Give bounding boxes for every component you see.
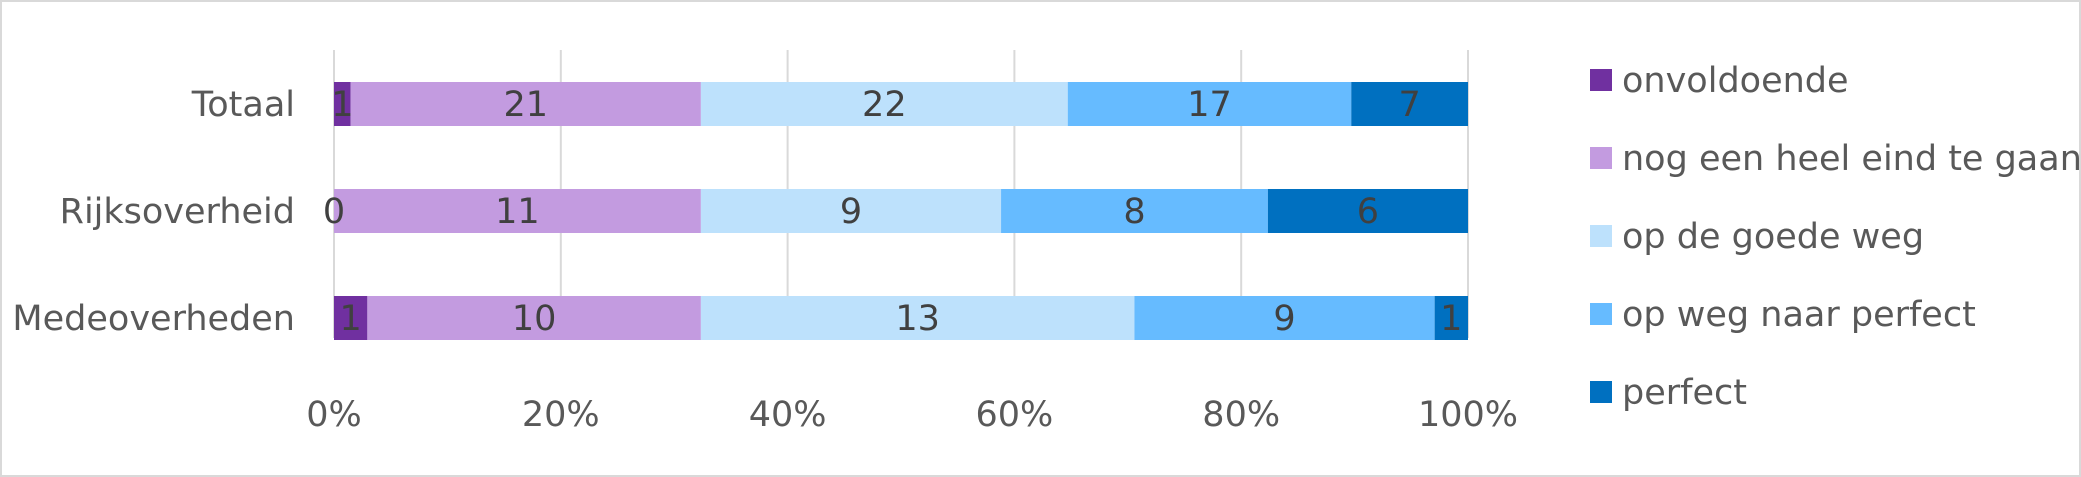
x-tick-label: 80% — [1202, 395, 1280, 435]
data-label: 7 — [1398, 85, 1420, 125]
legend-swatch — [1590, 225, 1612, 247]
legend-label: nog een heel eind te gaan — [1622, 139, 2081, 179]
bar-segment — [350, 82, 701, 126]
x-tick-label: 0% — [306, 395, 362, 435]
bar-segment — [1267, 189, 1468, 233]
bar-segment — [700, 296, 1135, 340]
bar-segment — [1134, 296, 1435, 340]
legend-swatch — [1590, 69, 1612, 91]
data-label: 11 — [495, 192, 540, 232]
data-label: 9 — [1273, 299, 1295, 339]
data-label: 1 — [340, 299, 362, 339]
category-labels: Totaal Rijksoverheid Medeoverheden — [12, 85, 295, 339]
bar-segment — [700, 189, 1002, 233]
bar-segment — [334, 296, 368, 340]
legend-swatch — [1590, 147, 1612, 169]
legend-label: op weg naar perfect — [1622, 295, 1976, 335]
data-label: 17 — [1187, 85, 1232, 125]
data-label: 9 — [840, 192, 862, 232]
category-label: Totaal — [191, 85, 295, 125]
legend-label: onvoldoende — [1622, 61, 1849, 101]
bar-segment — [1351, 82, 1468, 126]
data-labels: 1 21 22 17 7 0 11 9 8 6 1 10 13 9 1 — [323, 85, 1463, 339]
data-label: 10 — [512, 299, 557, 339]
bar-segment — [1434, 296, 1468, 340]
category-label: Rijksoverheid — [60, 192, 295, 232]
data-label: 1 — [1440, 299, 1462, 339]
bar-segment — [1067, 82, 1352, 126]
data-label: 21 — [504, 85, 549, 125]
bar-segment — [700, 82, 1068, 126]
bar-segment — [334, 82, 351, 126]
x-tick-label: 40% — [749, 395, 827, 435]
bar-segment — [367, 296, 701, 340]
data-label: 8 — [1123, 192, 1145, 232]
bar-segment — [1001, 189, 1268, 233]
data-label: 22 — [862, 85, 907, 125]
category-label: Medeoverheden — [12, 299, 295, 339]
data-label: 0 — [323, 192, 345, 232]
bars — [334, 82, 1468, 340]
legend: onvoldoende nog een heel eind te gaan op d… — [1590, 61, 2081, 413]
data-label: 1 — [331, 85, 353, 125]
legend-label: op de goede weg — [1622, 217, 1924, 257]
x-axis-ticks: 0% 20% 40% 60% 80% 100% — [306, 395, 1518, 435]
x-tick-label: 20% — [522, 395, 600, 435]
data-label: 6 — [1357, 192, 1379, 232]
bar-segment — [334, 189, 701, 233]
legend-swatch — [1590, 303, 1612, 325]
legend-swatch — [1590, 381, 1612, 403]
x-tick-label: 60% — [976, 395, 1054, 435]
data-label: 13 — [895, 299, 940, 339]
legend-label: perfect — [1622, 373, 1747, 413]
x-tick-label: 100% — [1418, 395, 1518, 435]
